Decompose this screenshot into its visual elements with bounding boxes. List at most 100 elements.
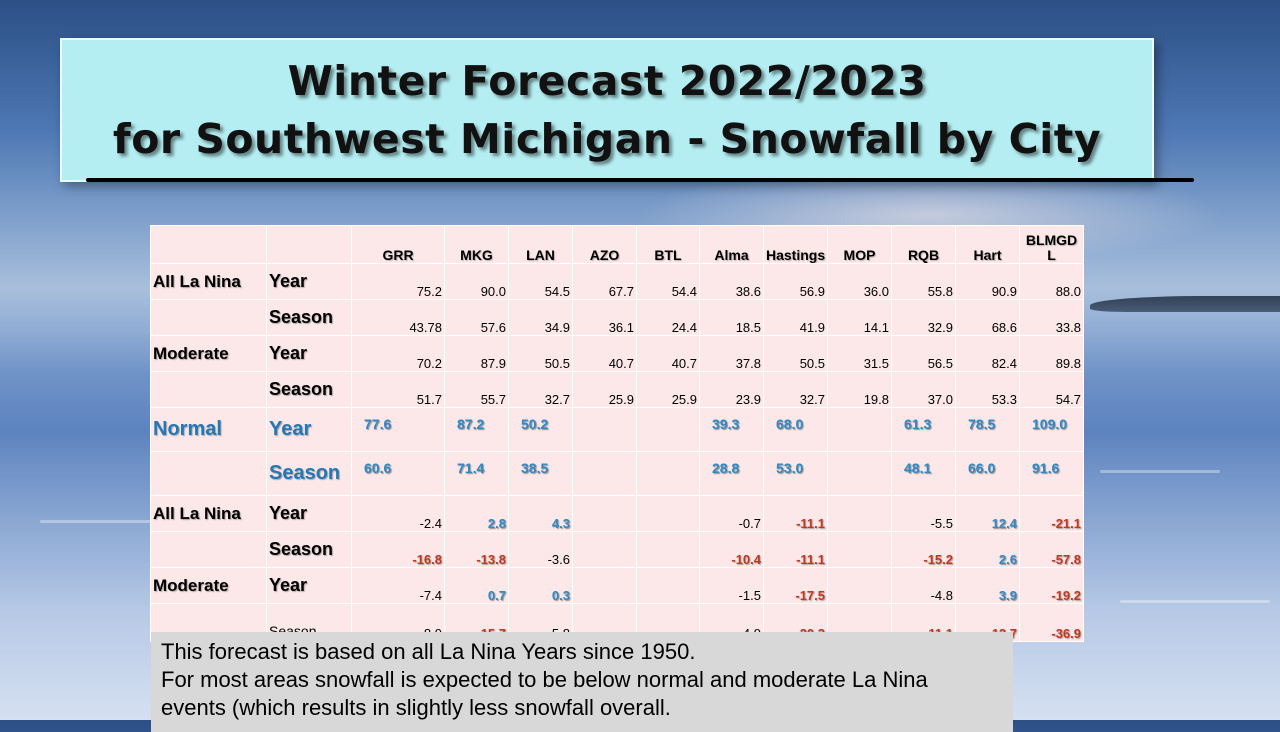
table-cell: 54.4 (636, 263, 700, 300)
table-cell (572, 407, 637, 452)
table-row: Normal Year 77.6 87.2 50.2 39.3 68.0 61.3 78.5 10… (150, 407, 1084, 452)
note-line-3: events (which results in slightly less s… (161, 695, 671, 720)
column-header: RQB (891, 225, 956, 264)
table-cell: 50.5 (763, 335, 828, 372)
table-cell: -13.8 (444, 531, 509, 568)
table-cell: 38.6 (699, 263, 764, 300)
table-cell: 90.9 (955, 263, 1020, 300)
row-group-label (150, 451, 267, 496)
table-cell (827, 495, 892, 532)
table-cell: 41.9 (763, 299, 828, 336)
table-cell: -10.4 (699, 531, 764, 568)
table-cell: 82.4 (955, 335, 1020, 372)
table-cell (572, 567, 637, 604)
table-cell: 39.3 (699, 407, 764, 452)
table-row: All La Nina Year 75.2 90.0 54.5 67.7 54.4 38.6 5… (150, 263, 1084, 300)
column-header: Hastings (763, 225, 828, 264)
table-cell: -21.1 (1019, 495, 1084, 532)
row-group-label (150, 371, 267, 408)
table-cell: 91.6 (1019, 451, 1084, 496)
column-header: GRR (351, 225, 445, 264)
table-cell (636, 531, 700, 568)
table-cell: 55.8 (891, 263, 956, 300)
table-row: Season -16.8 -13.8 -3.6 -10.4 -11.1 -15.2 2.6 -5… (150, 531, 1084, 568)
table-cell: 61.3 (891, 407, 956, 452)
table-cell: 31.5 (827, 335, 892, 372)
table-cell (636, 567, 700, 604)
column-header: BLMGD L (1019, 225, 1084, 264)
table-cell: 60.6 (351, 451, 445, 496)
table-cell: 53.3 (955, 371, 1020, 408)
column-header: AZO (572, 225, 637, 264)
row-period-label: Year (266, 263, 352, 300)
table-cell: 87.2 (444, 407, 509, 452)
table-cell: -7.4 (351, 567, 445, 604)
row-period-label: Season (266, 451, 352, 496)
table-cell: -36.9 (1019, 603, 1084, 642)
table-cell: 2.8 (444, 495, 509, 532)
table-cell: 28.8 (699, 451, 764, 496)
title-line-2: for Southwest Michigan - Snowfall by Cit… (112, 115, 1102, 163)
table-cell: 109.0 (1019, 407, 1084, 452)
table-cell: 56.9 (763, 263, 828, 300)
snow-streak (1100, 470, 1220, 473)
table-header-row: GRR MKG LAN AZO BTL Alma Hastings MOP RQB Hart BLM… (150, 225, 1084, 264)
table-cell: 70.2 (351, 335, 445, 372)
row-group-label (150, 531, 267, 568)
table-cell (572, 531, 637, 568)
row-period-label: Season (266, 531, 352, 568)
table-cell: -5.5 (891, 495, 956, 532)
table-cell: 88.0 (1019, 263, 1084, 300)
table-cell: 53.0 (763, 451, 828, 496)
column-header: Alma (699, 225, 764, 264)
row-group-label: All La Nina (150, 495, 267, 532)
table-cell: 19.8 (827, 371, 892, 408)
table-cell: 33.8 (1019, 299, 1084, 336)
row-period-label: Year (266, 335, 352, 372)
column-header (266, 225, 352, 264)
table-cell: 14.1 (827, 299, 892, 336)
column-header: MOP (827, 225, 892, 264)
table-cell: -11.1 (763, 531, 828, 568)
title-underline (86, 178, 1194, 182)
table-cell: 75.2 (351, 263, 445, 300)
table-cell: 36.1 (572, 299, 637, 336)
table-cell: 55.7 (444, 371, 509, 408)
table-cell (827, 407, 892, 452)
table-cell: 0.3 (508, 567, 573, 604)
table-cell: 3.9 (955, 567, 1020, 604)
row-period-label: Year (266, 407, 352, 452)
row-group-label: All La Nina (150, 263, 267, 300)
title-line-1: Winter Forecast 2022/2023 (287, 57, 927, 105)
row-period-label: Season (266, 299, 352, 336)
table-cell: 40.7 (636, 335, 700, 372)
table-cell: -16.8 (351, 531, 445, 568)
table-cell: 36.0 (827, 263, 892, 300)
table-cell: 43.78 (351, 299, 445, 336)
table-cell (572, 451, 637, 496)
table-cell: 24.4 (636, 299, 700, 336)
table-cell: 54.5 (508, 263, 573, 300)
column-header: BTL (636, 225, 700, 264)
table-cell: 32.7 (763, 371, 828, 408)
table-cell: -57.8 (1019, 531, 1084, 568)
column-header: Hart (955, 225, 1020, 264)
table-row: Season 43.78 57.6 34.9 36.1 24.4 18.5 41.9 14.1 3… (150, 299, 1084, 336)
table-cell: -1.5 (699, 567, 764, 604)
title-box: Winter Forecast 2022/2023 for Southwest … (60, 38, 1154, 182)
table-cell: -19.2 (1019, 567, 1084, 604)
table-cell (636, 451, 700, 496)
row-group-label: Normal (150, 407, 267, 452)
table-cell: 38.5 (508, 451, 573, 496)
row-group-label (150, 299, 267, 336)
table-cell: 78.5 (955, 407, 1020, 452)
table-row: All La Nina Year -2.4 2.8 4.3 -0.7 -11.1 -5.5 12… (150, 495, 1084, 532)
table-cell: 66.0 (955, 451, 1020, 496)
table-cell: 89.8 (1019, 335, 1084, 372)
note-line-1: This forecast is based on all La Nina Ye… (161, 639, 696, 664)
table-cell: 34.9 (508, 299, 573, 336)
table-cell: 90.0 (444, 263, 509, 300)
table-cell: 2.6 (955, 531, 1020, 568)
table-cell (827, 567, 892, 604)
table-cell: 50.5 (508, 335, 573, 372)
